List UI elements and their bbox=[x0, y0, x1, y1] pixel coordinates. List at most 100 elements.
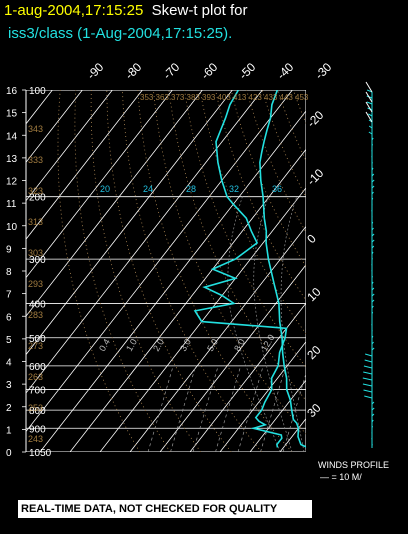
mixing-ratio-line bbox=[282, 372, 306, 452]
dry-adiabat bbox=[90, 90, 201, 452]
isotherm-line bbox=[26, 90, 113, 202]
temp-tick-top: -40 bbox=[274, 60, 296, 82]
wind-barb-top bbox=[365, 81, 373, 93]
wind-barb bbox=[371, 191, 374, 195]
temp-tick-right: 10 bbox=[304, 285, 324, 305]
isotherm-line bbox=[26, 90, 173, 279]
height-tick-label: 15 bbox=[6, 109, 18, 120]
dry-adiabat bbox=[386, 90, 408, 452]
dry-adiabat bbox=[230, 90, 306, 268]
dry-adiabat-top-label: 403 bbox=[218, 93, 232, 102]
header-title: Skew-t plot for bbox=[151, 2, 248, 19]
height-tick-label: 0 bbox=[6, 448, 12, 459]
pressure-tick-label: 700 bbox=[29, 386, 46, 397]
wind-barb bbox=[371, 341, 374, 345]
isotherm-line bbox=[26, 90, 263, 394]
dry-adiabat-top-label: 383 bbox=[187, 93, 201, 102]
height-tick-label: 4 bbox=[6, 358, 12, 369]
isotherm-line bbox=[129, 225, 306, 452]
isotherm-line bbox=[249, 379, 306, 452]
dry-adiabat-label: 293 bbox=[28, 279, 43, 289]
dry-adiabat bbox=[57, 90, 141, 452]
quality-notice: REAL-TIME DATA, NOT CHECKED FOR QUALITY bbox=[18, 500, 312, 518]
wind-barb-top bbox=[365, 91, 373, 103]
moist-adiabat-label: 28 bbox=[186, 184, 196, 194]
mixing-ratio-label: 0.4 bbox=[97, 337, 112, 353]
wind-barb bbox=[371, 167, 374, 171]
isotherm-line bbox=[159, 264, 306, 452]
dry-adiabat-top-label: 453 bbox=[295, 93, 309, 102]
moist-adiabat bbox=[280, 196, 305, 452]
pressure-tick-label: 500 bbox=[29, 334, 46, 345]
wind-barb bbox=[368, 113, 373, 117]
moist-adiabat-label: 20 bbox=[100, 184, 110, 194]
mixing-ratio-line bbox=[237, 365, 264, 452]
wind-barb bbox=[371, 419, 374, 423]
moist-adiabat-label: 36 bbox=[272, 184, 282, 194]
moist-adiabat bbox=[227, 196, 281, 452]
wind-barb bbox=[371, 305, 374, 309]
wind-barb bbox=[363, 371, 373, 375]
series-line-dewpoint bbox=[193, 90, 288, 448]
dry-adiabat-label: 283 bbox=[28, 310, 43, 320]
wind-barb bbox=[371, 137, 374, 141]
temp-tick-right: 30 bbox=[304, 401, 324, 421]
dry-adiabat-top-label: 423 bbox=[249, 93, 263, 102]
moist-adiabat bbox=[328, 197, 361, 452]
wind-barb bbox=[371, 311, 374, 315]
dry-adiabat-label: 253 bbox=[28, 403, 43, 413]
dry-adiabat bbox=[355, 90, 408, 452]
pressure-tick-label: 600 bbox=[29, 362, 46, 373]
temp-tick-right: 20 bbox=[304, 343, 324, 363]
pressure-tick-label: 300 bbox=[29, 255, 46, 266]
isotherm-line bbox=[39, 110, 306, 452]
dry-adiabat-label: 333 bbox=[28, 155, 43, 165]
isotherm-line bbox=[310, 90, 408, 452]
wind-barb bbox=[371, 347, 375, 351]
wind-barb bbox=[366, 101, 373, 105]
series-line-temperature bbox=[259, 90, 306, 448]
temp-tick-right: -20 bbox=[304, 108, 326, 130]
mixing-ratio-line bbox=[192, 365, 219, 452]
dry-adiabat-label: 313 bbox=[28, 217, 43, 227]
height-tick-label: 1 bbox=[6, 425, 12, 436]
isotherm-line bbox=[370, 90, 408, 452]
height-tick-label: 8 bbox=[6, 267, 12, 278]
dry-adiabat-top-label: 373 bbox=[171, 93, 185, 102]
subtitle: iss3/class (1-Aug-2004,17:15:25). bbox=[8, 25, 233, 42]
isotherm-line bbox=[26, 90, 83, 163]
wind-barb bbox=[362, 377, 373, 381]
height-tick-label: 14 bbox=[6, 131, 18, 142]
dry-adiabat-top-label: 433 bbox=[264, 93, 278, 102]
moist-adiabat bbox=[253, 196, 293, 452]
dry-adiabat bbox=[153, 90, 306, 435]
wind-barb bbox=[371, 293, 375, 297]
height-tick-label: 7 bbox=[6, 290, 12, 301]
wind-barb bbox=[371, 299, 375, 303]
isotherm-line bbox=[26, 90, 203, 317]
wind-barb bbox=[362, 383, 373, 387]
dry-adiabat-label: 303 bbox=[28, 248, 43, 258]
dry-adiabat-top-label: 443 bbox=[280, 93, 294, 102]
dry-adiabat-top-label: 393 bbox=[202, 93, 216, 102]
isotherm-line bbox=[219, 341, 306, 452]
wind-barb bbox=[366, 89, 373, 93]
dry-adiabat bbox=[122, 90, 262, 452]
wind-barb bbox=[371, 239, 375, 243]
dry-adiabat-label: 343 bbox=[28, 124, 43, 134]
pressure-tick-label: 1050 bbox=[29, 448, 52, 459]
temp-tick-top: -60 bbox=[198, 60, 220, 82]
isotherm-line bbox=[189, 302, 306, 452]
height-tick-label: 12 bbox=[6, 177, 18, 188]
height-tick-label: 2 bbox=[6, 403, 12, 414]
height-tick-label: 9 bbox=[6, 244, 12, 255]
moist-adiabat-label: 32 bbox=[229, 184, 239, 194]
dry-adiabat bbox=[215, 90, 306, 301]
height-tick-label: 13 bbox=[6, 154, 18, 165]
dry-adiabat-top-label: 363 bbox=[156, 93, 170, 102]
moist-adiabat-label: 24 bbox=[143, 184, 153, 194]
dry-adiabat bbox=[184, 90, 306, 368]
winds-profile-label: WINDS PROFILE bbox=[318, 460, 390, 470]
wind-barb bbox=[371, 227, 374, 231]
